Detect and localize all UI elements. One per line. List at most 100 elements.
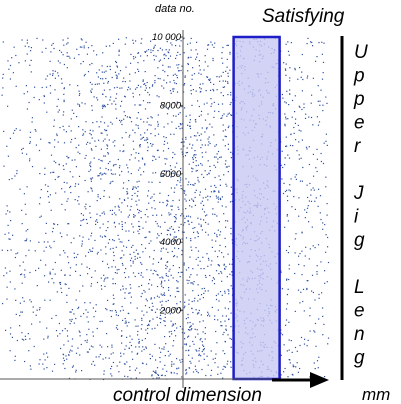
- scatter-point: [200, 268, 202, 270]
- scatter-point: [169, 227, 171, 229]
- scatter-point: [103, 172, 106, 174]
- scatter-point: [295, 366, 297, 368]
- scatter-point: [115, 163, 117, 166]
- scatter-point: [179, 45, 181, 47]
- scatter-point: [187, 322, 189, 324]
- scatter-point: [40, 189, 42, 191]
- scatter-point: [137, 84, 139, 86]
- scatter-point: [159, 78, 161, 80]
- scatter-point: [119, 310, 122, 312]
- scatter-point: [135, 200, 137, 202]
- scatter-point: [210, 105, 212, 107]
- scatter-point: [203, 345, 205, 347]
- scatter-point: [54, 77, 56, 79]
- scatter-point: [129, 259, 132, 262]
- scatter-point: [113, 240, 115, 242]
- scatter-point: [286, 350, 288, 352]
- scatter-point: [63, 63, 65, 66]
- scatter-point: [193, 135, 195, 137]
- scatter-point: [91, 83, 93, 85]
- scatter-point: [67, 223, 69, 225]
- scatter-point: [57, 75, 60, 77]
- scatter-point: [284, 101, 286, 103]
- scatter-point: [158, 156, 160, 158]
- scatter-point: [297, 371, 299, 373]
- right-label-char: e: [354, 113, 365, 134]
- scatter-point: [187, 220, 189, 223]
- scatter-point: [212, 88, 214, 91]
- scatter-point: [55, 162, 57, 164]
- scatter-point: [213, 90, 215, 92]
- scatter-point: [24, 45, 26, 47]
- scatter-point: [63, 142, 66, 144]
- scatter-point: [66, 294, 68, 296]
- scatter-point: [204, 188, 207, 190]
- scatter-point: [21, 148, 23, 151]
- scatter-point: [68, 55, 70, 57]
- scatter-point: [151, 145, 153, 147]
- scatter-point: [149, 353, 151, 355]
- scatter-point: [23, 274, 25, 276]
- scatter-point: [307, 75, 309, 77]
- scatter-point: [214, 190, 216, 192]
- scatter-point: [121, 202, 123, 204]
- scatter-point: [196, 56, 198, 58]
- scatter-point: [69, 267, 72, 269]
- scatter-point: [144, 305, 147, 307]
- scatter-point: [4, 233, 6, 235]
- scatter-point: [99, 167, 101, 169]
- scatter-point: [43, 353, 45, 355]
- scatter-point: [123, 150, 125, 152]
- scatter-point: [113, 255, 115, 257]
- scatter-point: [28, 101, 30, 104]
- scatter-point: [161, 85, 163, 87]
- scatter-point: [71, 109, 73, 111]
- scatter-point: [316, 56, 318, 58]
- scatter-point: [171, 363, 173, 365]
- scatter-point: [207, 195, 209, 197]
- scatter-point: [230, 366, 232, 368]
- y-axis-label: data no.: [155, 3, 195, 15]
- scatter-point: [286, 294, 288, 296]
- scatter-point: [77, 103, 79, 105]
- scatter-point: [191, 104, 193, 106]
- scatter-point: [140, 217, 142, 219]
- scatter-point: [200, 147, 202, 149]
- scatter-point: [197, 236, 199, 238]
- scatter-point: [230, 233, 232, 235]
- scatter-point: [196, 329, 198, 331]
- scatter-point: [89, 81, 91, 84]
- scatter-point: [124, 199, 126, 201]
- scatter-point: [222, 333, 224, 336]
- scatter-point: [184, 301, 186, 303]
- scatter-point: [151, 284, 153, 286]
- scatter-point: [294, 67, 296, 70]
- scatter-point: [129, 253, 131, 255]
- scatter-point: [105, 246, 107, 248]
- scatter-point: [165, 343, 167, 345]
- scatter-point: [292, 364, 294, 366]
- scatter-point: [320, 160, 322, 163]
- scatter-point: [227, 220, 229, 222]
- scatter-point: [162, 64, 164, 66]
- scatter-point: [181, 238, 183, 240]
- scatter-point: [116, 65, 118, 67]
- scatter-point: [221, 272, 223, 274]
- scatter-point: [207, 65, 209, 67]
- scatter-point: [189, 326, 191, 328]
- scatter-point: [59, 62, 61, 64]
- scatter-point: [198, 115, 200, 117]
- scatter-point: [306, 287, 308, 290]
- scatter-point: [168, 289, 170, 291]
- scatter-point: [174, 187, 176, 189]
- scatter-point: [176, 74, 178, 77]
- scatter-point: [29, 142, 31, 144]
- scatter-point: [207, 160, 209, 162]
- scatter-point: [108, 357, 110, 359]
- scatter-point: [51, 370, 54, 372]
- scatter-point: [163, 126, 165, 128]
- scatter-point: [107, 242, 109, 244]
- scatter-point: [150, 133, 152, 135]
- scatter-point: [221, 252, 223, 254]
- scatter-point: [181, 141, 183, 143]
